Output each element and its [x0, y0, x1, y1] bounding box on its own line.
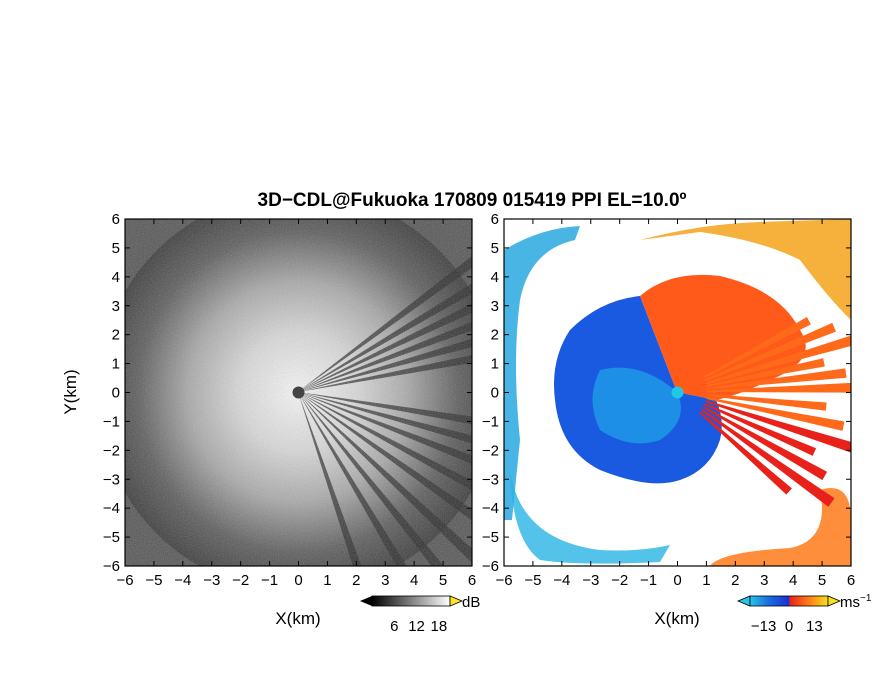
colorbar-tick-label: 18	[431, 618, 448, 635]
radar-site-marker	[671, 386, 684, 399]
x-tick-label: −5	[145, 572, 162, 589]
y-tick-label: −1	[103, 413, 120, 430]
receding-ray	[706, 382, 851, 393]
y-tick-label: −5	[103, 529, 120, 546]
figure-title: 3D−CDL@Fukuoka 170809 015419 PPI EL=10.0…	[258, 190, 687, 211]
x-tick-label: 2	[731, 572, 739, 589]
y-tick-label: 1	[491, 356, 499, 373]
x-tick-label: 6	[847, 572, 855, 589]
y-tick-label: 1	[112, 356, 120, 373]
y-tick-label: 4	[112, 269, 120, 286]
y-tick-label: 2	[491, 327, 499, 344]
y-tick-label: 5	[112, 240, 120, 257]
x-tick-label: −6	[116, 572, 133, 589]
x-tick-label: −3	[203, 572, 220, 589]
x-tick-label: −1	[640, 572, 657, 589]
radar-site-marker	[292, 386, 305, 399]
x-tick-label: 6	[468, 572, 476, 589]
reflectivity-panel: −6 −5 −4 −3 −2 −1 0 1 2 3 4 5 6 −6 −5 −4 −3 −2 −1 0 1 2 3 4 5 6 X…	[61, 211, 476, 628]
receding-ray	[700, 408, 835, 507]
receding-ray	[705, 335, 851, 385]
y-tick-label: −4	[482, 500, 499, 517]
colorbar-tick-label: 12	[408, 618, 425, 635]
receding-ray	[702, 317, 811, 379]
reflectivity-ylabel: Y(km)	[61, 369, 80, 414]
cb-vel-max-arrow	[827, 595, 842, 607]
y-tick-label: 4	[491, 269, 499, 286]
velocity-receding-rays	[698, 317, 851, 507]
colorbar-tick-label: 0	[785, 618, 793, 635]
y-tick-label: −1	[482, 413, 499, 430]
receding-ray	[705, 400, 851, 453]
colorbar-tick-label: 6	[390, 618, 398, 635]
x-tick-label: 3	[381, 572, 389, 589]
x-tick-label: 5	[818, 572, 826, 589]
y-tick-label: −3	[482, 471, 499, 488]
cb-vel-unit: ms−1	[840, 593, 872, 611]
receding-ray	[698, 411, 792, 495]
x-tick-label: 1	[323, 572, 331, 589]
y-tick-label: 3	[491, 298, 499, 315]
velocity-xlabel: X(km)	[654, 609, 699, 628]
cb-vel-bar	[749, 595, 829, 607]
x-tick-label: 2	[352, 572, 360, 589]
receding-ray	[704, 403, 817, 456]
x-tick-label: −5	[524, 572, 541, 589]
y-tick-label: 3	[112, 298, 120, 315]
receding-ray	[702, 406, 828, 481]
y-tick-label: −2	[482, 442, 499, 459]
velocity-inner-approaching-core	[592, 367, 681, 444]
cb-vel-min-arrow	[736, 595, 751, 607]
x-tick-label: 4	[789, 572, 797, 589]
velocity-ticks: −6 −5 −4 −3 −2 −1 0 1 2 3 4 5 6 −6 −5 −4 −3 −2 −1 0 1 2 3 4 5 6	[482, 211, 855, 589]
velocity-outer-approaching-south	[510, 470, 670, 564]
cb-gray-unit: dB	[462, 594, 480, 611]
x-tick-label: 5	[439, 572, 447, 589]
y-tick-label: −6	[103, 558, 120, 575]
x-tick-label: 0	[294, 572, 302, 589]
reflectivity-colorbar: dB 6 12 18	[360, 594, 480, 635]
x-tick-label: −6	[495, 572, 512, 589]
y-tick-label: −3	[103, 471, 120, 488]
colorbar-tick-label: −13	[751, 618, 776, 635]
y-tick-label: 2	[112, 327, 120, 344]
velocity-panel: −6 −5 −4 −3 −2 −1 0 1 2 3 4 5 6 −6 −5 −4 −3 −2 −1 0 1 2 3 4 5 6 X…	[482, 211, 855, 628]
receding-ray	[706, 397, 845, 431]
cb-gray-bar	[371, 595, 451, 607]
receding-ray	[706, 358, 825, 387]
y-tick-label: −6	[482, 558, 499, 575]
x-tick-label: −2	[611, 572, 628, 589]
y-tick-label: 0	[491, 385, 499, 402]
y-tick-label: −2	[103, 442, 120, 459]
x-tick-label: −1	[261, 572, 278, 589]
cb-vel-unit-exp: −1	[860, 593, 872, 604]
y-tick-label: 6	[112, 211, 120, 228]
x-tick-label: −4	[174, 572, 191, 589]
x-tick-label: −2	[232, 572, 249, 589]
velocity-colorbar: ms−1 −13 0 13	[736, 593, 872, 635]
x-tick-label: −3	[582, 572, 599, 589]
receding-ray	[704, 322, 836, 382]
colorbar-tick-label: 13	[806, 618, 823, 635]
cb-gray-min-arrow	[360, 596, 372, 606]
reflectivity-ticks: −6 −5 −4 −3 −2 −1 0 1 2 3 4 5 6 −6 −5 −4 −3 −2 −1 0 1 2 3 4 5 6	[103, 211, 476, 589]
receding-ray	[706, 368, 847, 390]
cb-vel-unit-base: ms	[840, 594, 860, 611]
x-tick-label: 0	[673, 572, 681, 589]
velocity-outer-receding-north	[640, 219, 851, 320]
receding-ray	[706, 394, 827, 411]
y-tick-label: 6	[491, 211, 499, 228]
reflectivity-xlabel: X(km)	[275, 609, 320, 628]
cb-gray-max-arrow	[449, 595, 464, 607]
y-tick-label: 5	[491, 240, 499, 257]
x-tick-label: 3	[760, 572, 768, 589]
velocity-outer-receding-southeast	[710, 488, 851, 566]
y-tick-label: 0	[112, 385, 120, 402]
y-tick-label: −4	[103, 500, 120, 517]
y-tick-label: −5	[482, 529, 499, 546]
x-tick-label: 1	[702, 572, 710, 589]
x-tick-label: 4	[410, 572, 418, 589]
x-tick-label: −4	[553, 572, 570, 589]
